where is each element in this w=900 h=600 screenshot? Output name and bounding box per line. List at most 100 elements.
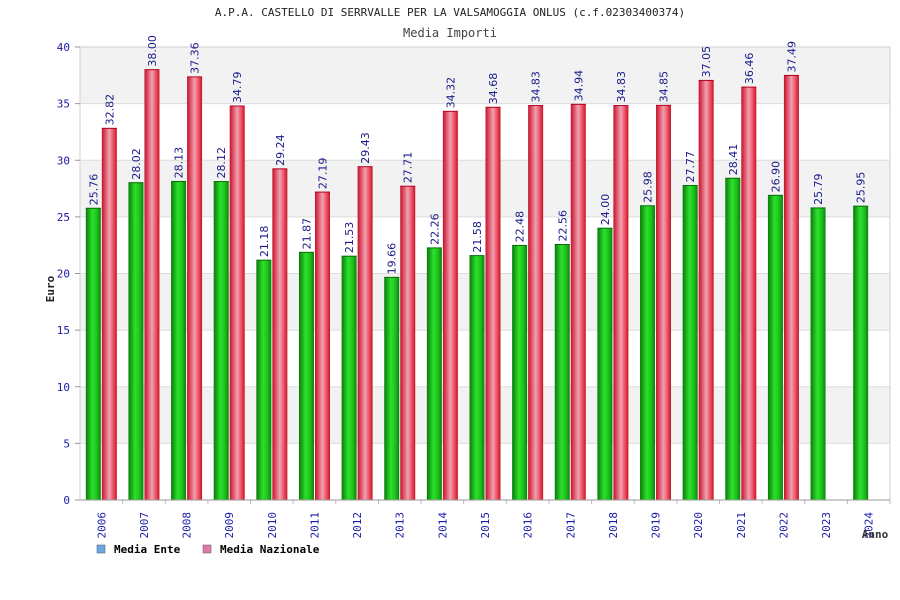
bar-media-ente-2007 xyxy=(128,182,144,500)
bar-media-nazionale-2019 xyxy=(656,105,672,500)
data-label-media-ente-2008: 28.13 xyxy=(173,147,186,179)
data-label-media-ente-2013: 19.66 xyxy=(386,243,399,275)
x-tick-label-2011: 2011 xyxy=(308,512,321,539)
bar-media-ente-2012 xyxy=(341,256,357,500)
bar-media-ente-2020 xyxy=(682,185,698,500)
y-tick-label: 20 xyxy=(57,268,70,281)
data-label-media-nazionale-2010: 29.24 xyxy=(274,134,287,166)
bar-media-ente-2014 xyxy=(426,247,442,500)
y-tick-label: 40 xyxy=(57,41,70,54)
bar-media-ente-2019 xyxy=(640,205,656,501)
data-label-media-nazionale-2008: 37.36 xyxy=(189,42,202,74)
bar-media-nazionale-2011 xyxy=(314,192,330,501)
y-tick-label: 25 xyxy=(57,211,70,224)
data-label-media-nazionale-2022: 37.49 xyxy=(785,41,798,73)
x-tick-label-2010: 2010 xyxy=(266,512,279,539)
bar-media-nazionale-2020 xyxy=(698,80,714,500)
bar-media-ente-2015 xyxy=(469,255,485,500)
data-label-media-ente-2014: 22.26 xyxy=(428,213,441,245)
y-tick-label: 10 xyxy=(57,381,70,394)
bar-media-ente-2009 xyxy=(213,181,229,500)
data-label-media-nazionale-2007: 38.00 xyxy=(146,35,159,67)
data-label-media-ente-2019: 25.98 xyxy=(642,171,655,203)
data-label-media-ente-2022: 26.90 xyxy=(769,161,782,193)
legend-swatch-media-nazionale xyxy=(202,544,212,554)
x-tick-label-2015: 2015 xyxy=(479,512,492,539)
bar-media-ente-2016 xyxy=(512,245,528,500)
bar-media-nazionale-2015 xyxy=(485,107,501,501)
bar-media-ente-2021 xyxy=(725,178,741,500)
bar-media-nazionale-2014 xyxy=(442,111,458,501)
data-label-media-nazionale-2017: 34.94 xyxy=(572,70,585,102)
data-label-media-nazionale-2016: 34.83 xyxy=(530,71,543,103)
y-tick-label: 35 xyxy=(57,98,70,111)
x-tick-label-2013: 2013 xyxy=(394,512,407,539)
data-label-media-nazionale-2015: 34.68 xyxy=(487,73,500,105)
x-tick-label-2024: 2024 xyxy=(863,512,876,539)
x-axis-label: Anno xyxy=(862,528,889,541)
bar-media-ente-2018 xyxy=(597,228,613,500)
data-label-media-ente-2016: 22.48 xyxy=(514,211,527,243)
legend-swatch-media-ente xyxy=(96,544,106,554)
bar-media-ente-2011 xyxy=(298,252,314,500)
bar-media-nazionale-2013 xyxy=(400,186,416,500)
bar-media-nazionale-2009 xyxy=(229,106,245,501)
data-label-media-nazionale-2018: 34.83 xyxy=(615,71,628,103)
bar-media-nazionale-2022 xyxy=(783,75,799,500)
data-label-media-nazionale-2013: 27.71 xyxy=(402,152,415,184)
x-tick-label-2009: 2009 xyxy=(223,512,236,539)
chart-subtitle: Media Importi xyxy=(403,26,497,40)
bar-media-ente-2006 xyxy=(85,208,101,500)
x-tick-label-2019: 2019 xyxy=(650,512,663,539)
y-tick-label: 5 xyxy=(63,437,70,450)
data-label-media-ente-2020: 27.77 xyxy=(684,151,697,183)
bar-media-ente-2017 xyxy=(554,244,570,500)
bar-media-nazionale-2006 xyxy=(101,128,117,500)
bar-labels-group: 25.76 32.82 28.02 38.00 28.13 37.36 28.12 34.79… xyxy=(87,35,867,274)
y-tick-label: 30 xyxy=(57,154,70,167)
bar-media-ente-2008 xyxy=(171,181,187,501)
data-label-media-ente-2018: 24.00 xyxy=(599,194,612,226)
data-label-media-ente-2017: 22.56 xyxy=(556,210,569,242)
bar-media-ente-2024 xyxy=(853,206,869,500)
data-label-media-nazionale-2014: 34.32 xyxy=(444,77,457,109)
bar-media-nazionale-2008 xyxy=(187,76,203,500)
x-axis: 2006 2007 2008 2009 2010 2011 2012 2013 2014 2015… xyxy=(80,499,891,539)
bar-media-ente-2013 xyxy=(384,277,400,500)
bar-media-nazionale-2018 xyxy=(613,105,629,501)
y-axis-label: Euro xyxy=(44,275,57,302)
x-tick-label-2023: 2023 xyxy=(820,512,833,539)
bar-media-ente-2010 xyxy=(256,260,272,500)
data-label-media-ente-2024: 25.95 xyxy=(855,172,868,204)
bar-media-nazionale-2016 xyxy=(528,105,544,501)
bar-media-nazionale-2017 xyxy=(570,104,586,500)
bar-media-nazionale-2021 xyxy=(741,87,757,500)
data-label-media-nazionale-2011: 27.19 xyxy=(316,158,329,190)
y-tick-label: 0 xyxy=(63,494,70,507)
data-label-media-ente-2007: 28.02 xyxy=(130,148,143,180)
data-label-media-ente-2015: 21.58 xyxy=(471,221,484,253)
bar-media-nazionale-2010 xyxy=(272,168,288,500)
data-label-media-ente-2012: 21.53 xyxy=(343,222,356,254)
bar-media-nazionale-2012 xyxy=(357,166,373,500)
x-tick-label-2017: 2017 xyxy=(564,512,577,539)
x-tick-label-2014: 2014 xyxy=(436,512,449,539)
data-label-media-nazionale-2021: 36.46 xyxy=(743,53,756,85)
x-tick-label-2016: 2016 xyxy=(522,512,535,539)
data-label-media-ente-2011: 21.87 xyxy=(300,218,313,250)
bar-media-ente-2022 xyxy=(767,195,783,501)
x-tick-label-2021: 2021 xyxy=(735,512,748,539)
data-label-media-nazionale-2009: 34.79 xyxy=(231,72,244,103)
x-tick-label-2006: 2006 xyxy=(95,512,108,539)
data-label-media-ente-2021: 28.41 xyxy=(727,144,740,176)
y-axis: 0 5 10 15 20 25 30 35 40 xyxy=(57,41,80,507)
x-tick-label-2012: 2012 xyxy=(351,512,364,539)
data-label-media-nazionale-2020: 37.05 xyxy=(700,46,713,78)
bar-media-ente-2023 xyxy=(810,207,826,500)
x-tick-label-2022: 2022 xyxy=(777,512,790,539)
data-label-media-ente-2009: 28.12 xyxy=(215,147,228,178)
x-tick-label-2020: 2020 xyxy=(692,512,705,539)
bar-media-nazionale-2007 xyxy=(144,69,160,501)
